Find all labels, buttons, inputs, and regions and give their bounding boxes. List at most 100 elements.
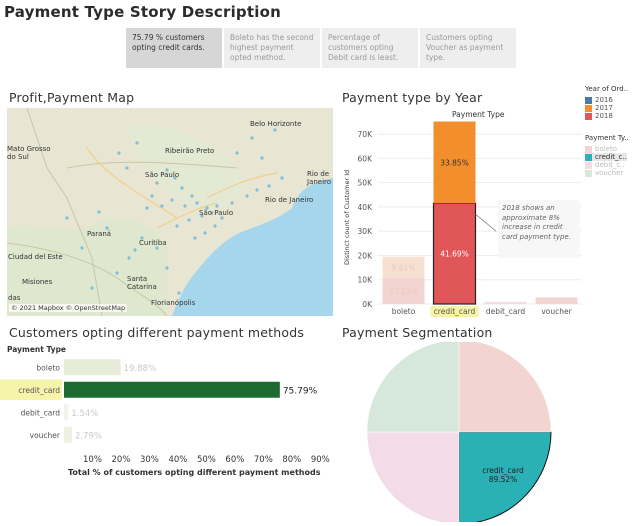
year-legend-item[interactable]: 2017: [585, 104, 613, 112]
bar-segment-debit_card-2017[interactable]: [484, 301, 527, 303]
legend-swatch: [585, 96, 592, 104]
map-label-rio-city: Rio de Janeiro: [265, 196, 314, 204]
legend-label: credit_c..: [595, 153, 627, 161]
map-title: Profit,Payment Map: [9, 90, 135, 105]
bar-segment-boleto-2018[interactable]: [382, 278, 425, 304]
story-point-text: Percentage of customers opting Debit car…: [328, 33, 399, 62]
pie-slice-credit_card[interactable]: [458, 431, 552, 522]
bar-segment-boleto-2017[interactable]: [382, 256, 425, 279]
year-legend-item[interactable]: 2016: [585, 96, 613, 104]
map-label-parana: Paraná: [87, 230, 112, 238]
pie-chart-title: Payment Segmentation: [342, 325, 493, 340]
category-label: voucher: [30, 431, 61, 440]
x-tick-label: boleto: [392, 307, 416, 316]
category-highlight: [0, 379, 62, 400]
y-tick-label: 30K: [358, 227, 374, 236]
bar-value-label: 75.79%: [283, 386, 318, 396]
legend-swatch: [585, 161, 592, 169]
pie-slice-debit_card[interactable]: [366, 431, 460, 522]
bar-segment-debit_card-2018[interactable]: [484, 302, 527, 304]
bar-boleto[interactable]: [64, 359, 121, 376]
profit-payment-map[interactable]: Belo Horizonte Mato Grosso do Sul Ribeir…: [7, 108, 333, 316]
bar-value-label: 9.61%: [392, 264, 416, 273]
x-tick-label: 70%: [254, 455, 273, 465]
story-point-2[interactable]: Boleto has the second highest payment op…: [224, 28, 320, 68]
bar-segment-voucher-2018[interactable]: [535, 300, 578, 304]
year-legend-title: Year of Ord..: [585, 85, 629, 93]
map-label-das: das: [8, 294, 21, 302]
pie-slice-voucher[interactable]: [366, 342, 460, 433]
payment-methods-bar-chart[interactable]: boleto 19.88% credit_card 75.79% debit_card 1…: [0, 355, 335, 467]
y-tick-label: 50K: [358, 179, 374, 188]
legend-swatch: [585, 112, 592, 120]
year-chart-title: Payment type by Year: [342, 90, 483, 105]
x-tick-label: credit_card: [434, 307, 476, 316]
annotation-connector: [475, 213, 497, 232]
bar-segment-credit_card-2017[interactable]: [433, 121, 476, 204]
y-tick-label: 60K: [358, 154, 374, 163]
hbar-chart-title: Customers opting different payment metho…: [9, 325, 305, 340]
legend-label: debit_c..: [595, 161, 625, 169]
x-tick-label: 30%: [140, 455, 159, 465]
year-chart-subtitle: Payment Type: [452, 110, 505, 119]
payment-legend-item[interactable]: credit_c..: [585, 153, 627, 161]
story-point-text: Boleto has the second highest payment op…: [230, 33, 314, 62]
bar-value-label: 2.79%: [75, 431, 102, 441]
map-attribution[interactable]: © 2021 Mapbox © OpenStreetMap: [9, 304, 128, 312]
story-point-text: Customers opting Voucher as payment type…: [426, 33, 504, 62]
year-legend-item[interactable]: 2018: [585, 112, 613, 120]
legend-label: voucher: [595, 169, 624, 177]
y-tick-label: 0K: [362, 300, 373, 309]
legend-swatch: [585, 153, 592, 161]
pie-slice-value: 89.52%: [489, 475, 518, 484]
pie-slice-boleto[interactable]: [458, 342, 552, 433]
map-label-belo-horizonte: Belo Horizonte: [250, 120, 302, 128]
category-label: boleto: [36, 363, 60, 372]
x-tick-label: 60%: [225, 455, 244, 465]
bar-segment-voucher-2017[interactable]: [535, 297, 578, 301]
year-legend: 2016 2017 2018: [585, 96, 613, 120]
story-point-1[interactable]: 75.79 % customers opting credit cards.: [126, 28, 222, 68]
story-point-4[interactable]: Customers opting Voucher as payment type…: [420, 28, 516, 68]
hbar-chart-ylabel: Payment Type: [7, 345, 67, 354]
payment-legend-item[interactable]: debit_c..: [585, 161, 627, 169]
bar-value-label: 19.88%: [124, 364, 156, 374]
legend-label: 2016: [595, 96, 613, 104]
payment-legend-item[interactable]: voucher: [585, 169, 627, 177]
bar-credit_card[interactable]: [64, 381, 280, 398]
payment-type-by-year-chart[interactable]: 0K 10K 20K 30K 40K 50K 60K 70K 57.52% 9.61% boleto…: [352, 118, 584, 318]
legend-label: 2017: [595, 104, 613, 112]
map-label-ciudad-del-este: Ciudad del Este: [8, 253, 63, 261]
bar-segment-credit_card-2018[interactable]: [432, 202, 477, 305]
x-tick-label: 80%: [282, 455, 301, 465]
map-label-sao-paulo-state: São Paulo: [145, 171, 180, 179]
x-tick-label: 50%: [197, 455, 216, 465]
bar-debit_card[interactable]: [64, 404, 69, 421]
payment-legend-title: Payment Ty..: [585, 134, 629, 142]
payment-legend-item[interactable]: boleto: [585, 145, 627, 153]
bar-value-label: 1.54%: [71, 409, 98, 419]
story-title: Payment Type Story Description: [4, 3, 281, 21]
map-label-ribeirao: Ribeirão Preto: [165, 147, 215, 155]
x-tick-label: debit_card: [486, 307, 526, 316]
map-label-sao-paulo-city: São Paulo: [199, 209, 234, 217]
map-canvas: [7, 108, 333, 316]
map-label-rio-state: Rio de Janeiro: [307, 170, 332, 186]
x-tick-label: voucher: [541, 307, 572, 316]
year-chart-annotation: 2018 shows an approximate 8% increase in…: [498, 200, 580, 258]
legend-label: boleto: [595, 145, 618, 153]
y-tick-label: 70K: [358, 130, 374, 139]
map-label-mato-grosso: Mato Grosso do Sul: [7, 145, 51, 161]
story-point-3[interactable]: Percentage of customers opting Debit car…: [322, 28, 418, 68]
pie-slice-label: credit_card: [482, 466, 524, 475]
category-label: credit_card: [18, 386, 60, 395]
map-label-santa-catarina: Santa Catarina: [127, 275, 157, 291]
x-tick-label: 20%: [112, 455, 131, 465]
bar-value-label: 33.85%: [440, 158, 469, 167]
bar-voucher[interactable]: [64, 426, 72, 443]
x-tick-label: 90%: [311, 455, 330, 465]
y-tick-label: 10K: [358, 276, 374, 285]
x-tick-label: 10%: [83, 455, 102, 465]
legend-label: 2018: [595, 112, 613, 120]
